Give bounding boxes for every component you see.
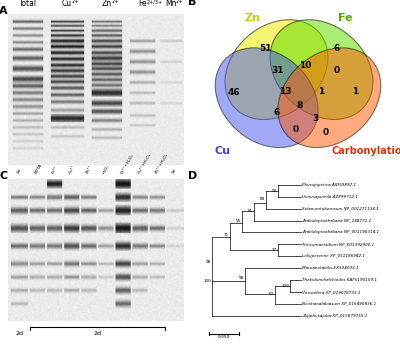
Text: 3d: 3d (171, 168, 177, 174)
Text: Vitesnifera XP_019078733.1: Vitesnifera XP_019078733.1 (302, 290, 360, 294)
Text: 2d: 2d (16, 168, 22, 174)
Text: 2+: 2+ (176, 0, 183, 4)
Text: 92: 92 (272, 189, 277, 193)
Text: Carbonylation: Carbonylation (332, 146, 400, 155)
Text: Fe: Fe (138, 0, 146, 8)
Text: Maruanotabilis EXS04003.1: Maruanotabilis EXS04003.1 (302, 266, 358, 270)
Ellipse shape (278, 48, 381, 148)
Text: Zn: Zn (102, 0, 112, 8)
Text: Zn²⁺: Zn²⁺ (86, 164, 94, 174)
Text: Phurupiperica AID59897.1: Phurupiperica AID59897.1 (302, 183, 356, 187)
Text: 0: 0 (322, 128, 328, 137)
Text: 2+: 2+ (72, 0, 79, 4)
Text: 2+: 2+ (112, 0, 119, 4)
Text: Zn: Zn (245, 13, 261, 23)
Text: Uimusapumila AZP99712.1: Uimusapumila AZP99712.1 (302, 195, 358, 199)
Text: Mn: Mn (165, 0, 176, 8)
Text: D: D (188, 171, 198, 181)
Text: 62: 62 (269, 292, 274, 296)
Text: 2+/3+: 2+/3+ (147, 0, 163, 4)
Text: Total: Total (19, 0, 37, 8)
Text: 13: 13 (279, 87, 292, 96)
Text: Cu: Cu (62, 0, 72, 8)
Text: Zn²⁺+H₂O₂: Zn²⁺+H₂O₂ (154, 152, 169, 174)
Text: 3: 3 (312, 114, 319, 123)
Text: Fe: Fe (338, 13, 352, 23)
Text: 95: 95 (236, 218, 241, 223)
Text: 98: 98 (239, 276, 244, 280)
Text: 46: 46 (228, 88, 241, 97)
Text: 6: 6 (273, 108, 280, 117)
Ellipse shape (225, 20, 328, 119)
Text: 8: 8 (297, 101, 303, 110)
Text: A: A (0, 6, 8, 16)
Text: Cu: Cu (214, 146, 230, 155)
Ellipse shape (270, 20, 373, 119)
Text: 2d: 2d (94, 331, 102, 336)
Text: 89: 89 (260, 197, 265, 201)
Text: 2d: 2d (16, 331, 24, 336)
Text: 0: 0 (333, 66, 339, 75)
Text: 6: 6 (333, 44, 339, 53)
Text: Fe²⁺: Fe²⁺ (51, 165, 59, 174)
Text: 10: 10 (299, 61, 311, 70)
Text: 100: 100 (282, 284, 289, 288)
Text: 0.050: 0.050 (218, 335, 230, 339)
Text: Nicotianalabiasum XP_016490836.1: Nicotianalabiasum XP_016490836.1 (302, 302, 376, 306)
Text: 100: 100 (204, 279, 212, 283)
Text: Solanumtuberosum NP_001271134.1: Solanumtuberosum NP_001271134.1 (302, 207, 379, 211)
Text: Triticumaestibum NP_001392900.1: Triticumaestibum NP_001392900.1 (302, 242, 374, 246)
Text: Fe²⁺+H₂O₂: Fe²⁺+H₂O₂ (120, 153, 134, 174)
Text: Thekidumihalchiodes KAF5190159.1: Thekidumihalchiodes KAF5190159.1 (302, 278, 377, 282)
Text: 98: 98 (206, 260, 211, 264)
Text: 0: 0 (293, 126, 299, 135)
Text: H₂O₂: H₂O₂ (102, 164, 111, 174)
Text: 1: 1 (318, 87, 325, 96)
Text: 71: 71 (224, 233, 229, 237)
Text: 1: 1 (352, 87, 358, 96)
Text: EDTA: EDTA (34, 163, 43, 174)
Text: Loliuperenne XP_051186942.1: Loliuperenne XP_051186942.1 (302, 254, 365, 258)
Text: 77: 77 (272, 248, 277, 252)
Text: 81: 81 (248, 209, 253, 213)
Text: Arabidopsisthaliana NP_188771.1: Arabidopsisthaliana NP_188771.1 (302, 218, 371, 223)
Text: B: B (188, 0, 197, 7)
Ellipse shape (215, 48, 318, 148)
Text: 31: 31 (271, 66, 284, 75)
Text: C: C (0, 171, 7, 181)
Text: 51: 51 (260, 44, 272, 53)
Text: Cu²⁺+H₂O₂: Cu²⁺+H₂O₂ (137, 152, 152, 174)
Text: Cu²⁺: Cu²⁺ (68, 164, 77, 174)
Text: Arabidopsisthaliana NP_001190314.1: Arabidopsisthaliana NP_001190314.1 (302, 230, 379, 234)
Text: Ziqiphusajuba XP_015879755.1: Ziqiphusajuba XP_015879755.1 (302, 314, 367, 318)
